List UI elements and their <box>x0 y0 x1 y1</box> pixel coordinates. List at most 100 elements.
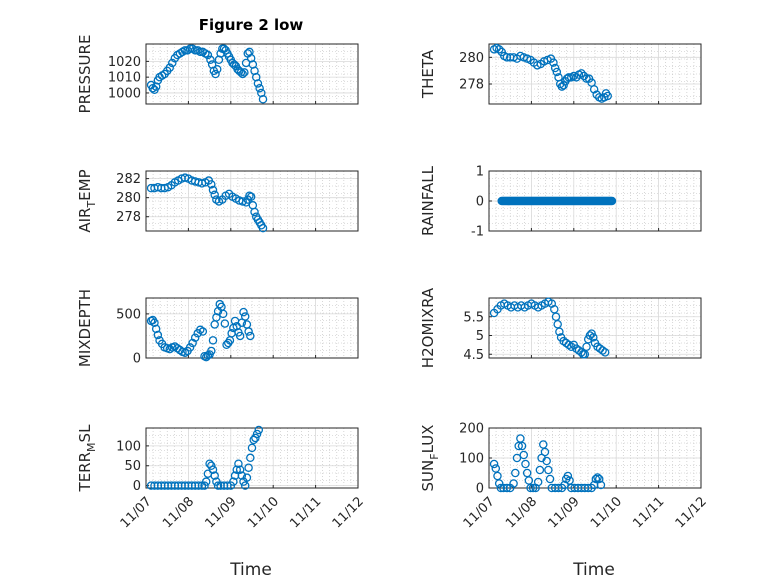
data-point <box>229 477 238 486</box>
y-tick-label: 0 <box>133 352 141 367</box>
data-point <box>593 473 602 482</box>
data-point <box>489 459 499 469</box>
data-point <box>511 468 520 478</box>
panel-theta: 278 280 THETA <box>419 43 702 105</box>
y-tick-label: 1020 <box>108 55 141 70</box>
y-axis-label: PRESSURE <box>76 35 94 114</box>
data-point <box>528 483 538 493</box>
data-point <box>212 195 221 204</box>
data-point <box>235 465 245 474</box>
data-point <box>223 481 232 490</box>
data-point <box>237 471 247 480</box>
y-axis-label: RAINFALL <box>419 165 437 236</box>
y-tick-label: 4.5 <box>463 348 484 363</box>
y-axis-label: MIXDEPTH <box>76 289 94 367</box>
data-point <box>592 90 601 99</box>
data-point <box>203 50 213 60</box>
y-tick-label: 1010 <box>108 71 141 86</box>
data-point <box>560 480 569 490</box>
data-point <box>579 71 589 81</box>
data-point <box>577 69 586 78</box>
data-point <box>212 313 221 322</box>
axes-box <box>145 43 359 105</box>
y-tick-label: 280 <box>116 191 141 206</box>
y-tick-label: 50 <box>124 459 141 474</box>
data-point <box>197 179 207 188</box>
data-point <box>542 456 551 466</box>
data-point <box>238 197 247 206</box>
data-point <box>194 481 203 490</box>
data-point <box>551 312 561 321</box>
data-point <box>607 196 617 206</box>
data-point <box>180 46 190 55</box>
data-point <box>580 349 590 359</box>
data-series <box>146 425 264 490</box>
y-tick-label: 278 <box>116 210 141 225</box>
data-point <box>232 465 241 474</box>
data-point <box>246 192 256 201</box>
data-point <box>603 91 612 101</box>
data-point <box>550 304 559 314</box>
data-point <box>598 346 607 355</box>
data-point <box>246 331 255 341</box>
panel-terr-msl: 0 50 100 11/07 11/08 11/09 11/10 11/11 11/12 TERR… <box>76 424 367 531</box>
data-point <box>212 65 222 74</box>
data-point <box>207 346 216 356</box>
y-tick-label: 5.5 <box>463 310 484 325</box>
data-point <box>509 479 518 488</box>
x-tick-label: 11/07 <box>118 494 155 531</box>
x-tick-label: 11/11 <box>287 494 324 531</box>
y-tick-label: 0 <box>133 479 141 494</box>
data-series <box>146 299 255 362</box>
data-point <box>553 319 562 329</box>
panel-h2omixra: 4.5 5 5.5 H2OMIXRA <box>419 287 702 368</box>
data-point <box>563 471 573 481</box>
data-point <box>491 464 501 473</box>
data-point <box>494 479 504 488</box>
y-tick-label: 5 <box>476 329 484 344</box>
data-point <box>210 320 219 329</box>
data-point <box>250 207 259 217</box>
data-point <box>198 327 208 336</box>
data-point <box>512 453 522 463</box>
panel-sun-flux: 0 100 200 11/07 11/08 11/09 11/10 11/11 11/12 SUN… <box>419 422 710 532</box>
x-axis-label-right: Time <box>572 560 615 580</box>
data-point <box>247 443 257 453</box>
x-tick-label: 11/07 <box>461 494 498 531</box>
data-point <box>239 307 248 317</box>
y-axis-label: THETA <box>419 49 437 99</box>
data-point <box>564 340 573 350</box>
data-point <box>255 83 264 93</box>
data-point <box>207 180 216 189</box>
x-tick-label: 11/10 <box>245 494 282 531</box>
data-point <box>180 173 190 182</box>
data-point <box>150 318 159 327</box>
data-point <box>208 465 218 474</box>
y-tick-label: 0 <box>476 195 484 210</box>
y-tick-label: 282 <box>116 172 141 187</box>
x-tick-label: 11/11 <box>630 494 667 531</box>
axes-box <box>145 297 359 359</box>
data-point <box>594 474 604 484</box>
data-series <box>489 434 606 493</box>
y-axis-label: TERRMSL <box>76 424 98 493</box>
data-point <box>234 459 243 469</box>
panel-rainfall: -1 0 1 RAINFALL <box>419 165 702 240</box>
y-tick-label: 100 <box>459 452 484 467</box>
y-tick-label: 100 <box>116 439 141 454</box>
data-point <box>244 463 253 472</box>
data-point <box>540 447 550 457</box>
figure-title: Figure 2 low <box>199 16 304 34</box>
data-point <box>559 81 568 90</box>
data-point <box>589 333 598 342</box>
data-point <box>496 483 506 493</box>
data-point <box>213 481 223 490</box>
data-point <box>582 74 591 83</box>
data-point <box>151 324 161 334</box>
x-tick-label: 11/12 <box>673 494 710 531</box>
data-point <box>237 318 247 327</box>
data-point <box>582 342 591 351</box>
data-point <box>589 85 599 94</box>
data-point <box>521 459 530 469</box>
